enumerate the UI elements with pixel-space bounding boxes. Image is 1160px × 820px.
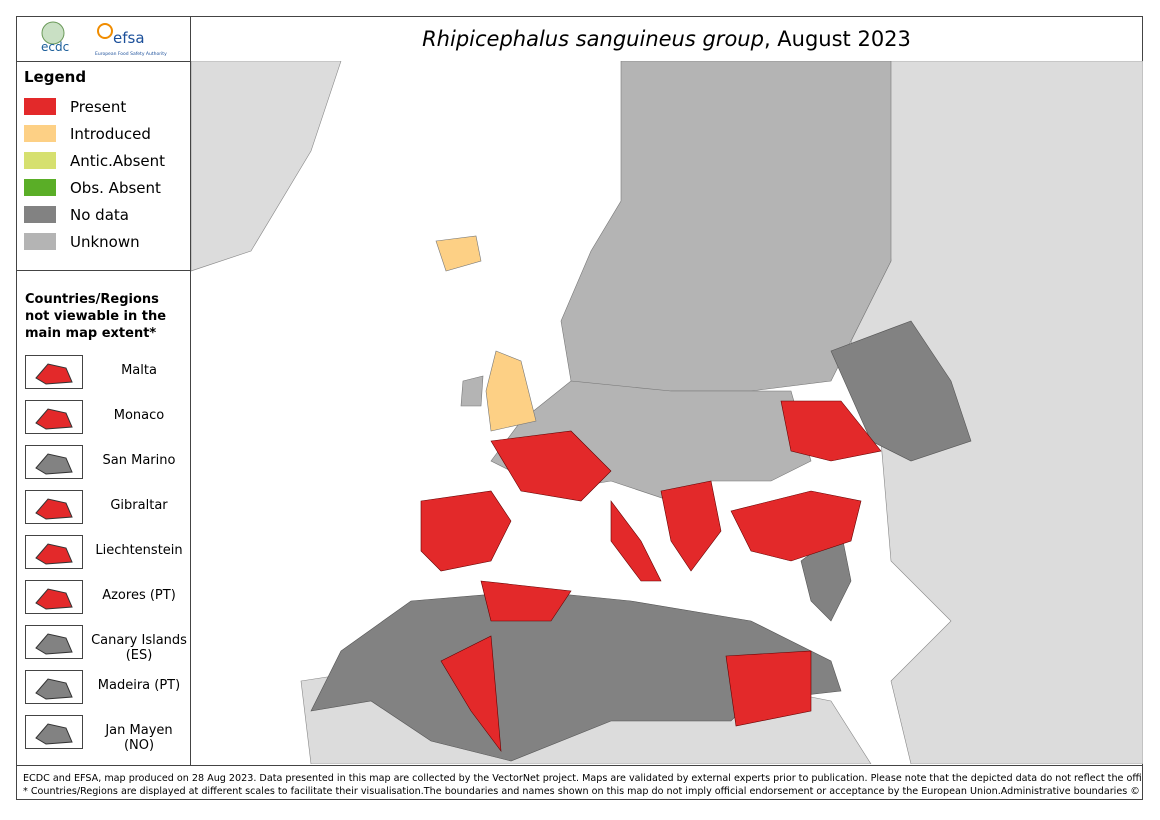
logo-graphics: ecdc efsa European Food Safety Authority [41, 21, 167, 57]
title-date: , August 2023 [763, 27, 911, 51]
legend-swatch [24, 233, 56, 250]
greenland [191, 61, 342, 272]
france-south [490, 430, 612, 502]
legend-label: Unknown [70, 232, 140, 251]
ireland [460, 375, 484, 407]
ecdc-logo: ecdc [41, 40, 69, 54]
inset-shape [35, 453, 73, 475]
inset-label: Monaco [113, 408, 165, 423]
inset-region [35, 723, 73, 745]
egypt [725, 650, 812, 727]
legend-swatch [24, 152, 56, 169]
legend-label: Present [70, 97, 127, 116]
inset-region [35, 363, 73, 385]
footer: ECDC and EFSA, map produced on 28 Aug 20… [17, 765, 1142, 798]
efsa-logo: efsa [113, 29, 145, 47]
inset-shape [35, 723, 73, 745]
inset-label: Azores (PT) [102, 588, 176, 603]
map-frame: ecdc efsa European Food Safety Authority… [16, 16, 1143, 800]
great-britain [485, 350, 537, 432]
iceland [435, 235, 482, 272]
inset-label: Liechtenstein [95, 543, 183, 558]
map-title: Rhipicephalus sanguineus group, August 2… [191, 17, 1142, 62]
side-panel: ecdc efsa European Food Safety Authority… [17, 17, 191, 765]
inset-region [35, 633, 73, 655]
footer-line: * Countries/Regions are displayed at dif… [23, 786, 1142, 797]
inset-label: Jan Mayen (NO) [105, 723, 173, 753]
inset-shape [35, 408, 73, 430]
legend-label: No data [70, 205, 129, 224]
inset-shape [35, 588, 73, 610]
inset-box [25, 625, 83, 659]
inset-box [25, 445, 83, 479]
title-species: Rhipicephalus sanguineus group [422, 27, 764, 51]
legend-item: Introduced [24, 124, 151, 143]
inset-region [35, 588, 73, 610]
inset-region [35, 408, 73, 430]
ukraine [780, 400, 882, 462]
efsa-mark [97, 23, 113, 39]
inset-region [35, 543, 73, 565]
inset-box [25, 355, 83, 389]
balkans [660, 480, 722, 572]
inset-shape [35, 678, 73, 700]
inset-label: Gibraltar [110, 498, 168, 513]
inset-box [25, 715, 83, 749]
inset-label: Canary Islands (ES) [91, 633, 187, 663]
inset-box [25, 670, 83, 704]
turkey [730, 490, 862, 562]
legend-label: Obs. Absent [70, 178, 161, 197]
legend-item: No data [24, 205, 129, 224]
inset-shape [35, 498, 73, 520]
footer-line: ECDC and EFSA, map produced on 28 Aug 20… [23, 773, 1142, 784]
inset-box [25, 490, 83, 524]
legend-swatch [24, 206, 56, 223]
inset-region [35, 498, 73, 520]
inset-shape [35, 633, 73, 655]
inset-box [25, 400, 83, 434]
inset-label: Malta [121, 363, 157, 378]
legend-item: Present [24, 97, 127, 116]
ecdc-globe [41, 21, 65, 45]
iberia [420, 490, 512, 572]
italy [610, 500, 662, 582]
inset-box [25, 535, 83, 569]
inset-shape [35, 363, 73, 385]
inset-label: Madeira (PT) [97, 678, 181, 693]
legend-swatch [24, 179, 56, 196]
legend-title: Legend [24, 68, 87, 86]
legend-item: Unknown [24, 232, 140, 251]
inset-shape [35, 543, 73, 565]
black-sea [731, 571, 791, 591]
legend-label: Antic.Absent [70, 151, 166, 170]
inset-label: San Marino [102, 453, 176, 468]
inset-box [25, 580, 83, 614]
legend-item: Obs. Absent [24, 178, 161, 197]
logos: ecdc efsa European Food Safety Authority [17, 17, 190, 62]
legend-label: Introduced [70, 124, 151, 143]
inset-title: Countries/Regions not viewable in the ma… [25, 292, 167, 341]
inset-region [35, 453, 73, 475]
efsa-subtitle: European Food Safety Authority [95, 51, 167, 57]
legend-swatch [24, 98, 56, 115]
map [191, 61, 1143, 764]
legend-item: Antic.Absent [24, 151, 166, 170]
algeria-south [440, 635, 502, 753]
maghreb-coast [480, 580, 572, 622]
inset-region [35, 678, 73, 700]
legend: Legend Present Introduced Antic.Absent Obs.… [17, 62, 190, 271]
legend-swatch [24, 125, 56, 142]
